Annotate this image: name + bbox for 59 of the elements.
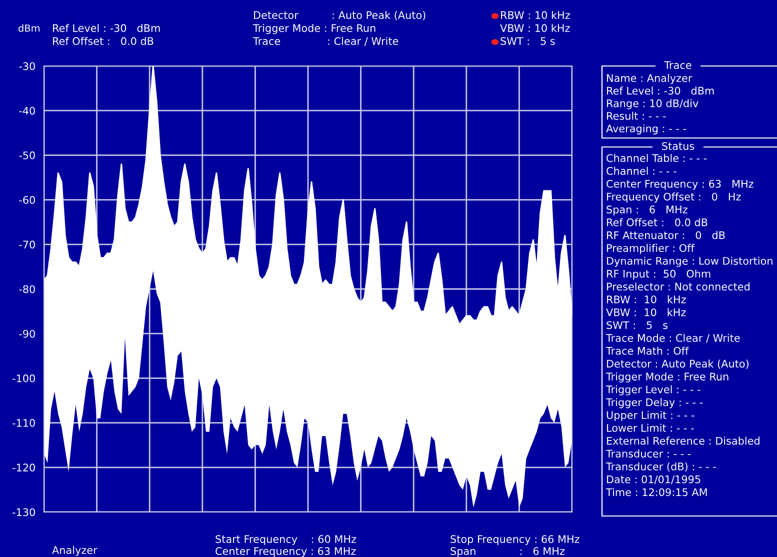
text: Trace (664, 61, 692, 70)
text: Status (662, 142, 694, 150)
text: Upper Limit : - - - (606, 410, 694, 422)
y-axis-title: dBm (18, 24, 40, 32)
text: Result : - - - (607, 112, 666, 120)
text: Ref Offset : 0.0 dB (53, 36, 154, 46)
text: VBW : 10 kHz (606, 308, 686, 316)
text: RF Input : 50 Ohm (607, 270, 710, 280)
text: Dynamic Range : Low Distortion (607, 256, 772, 267)
text: Preamplifier : Off (607, 244, 695, 254)
text: Name : Analyzer (607, 74, 692, 84)
text: RBW : 10 kHz (501, 10, 570, 20)
text: Span : 6 MHz (606, 206, 688, 216)
text: Trace : Clear / Write (252, 36, 398, 46)
text: Trigger Mode : Free Run (606, 372, 728, 382)
text: Channel Table : - - - (606, 154, 707, 162)
y-tick-label: -70 (19, 240, 35, 249)
text: VBW : 10 kHz (500, 24, 570, 32)
text: Date : 01/01/1995 (607, 475, 700, 484)
text: Stop Frequency : 66 MHz (450, 535, 580, 546)
y-tick-label: -30 (19, 62, 35, 70)
text: Detector : Auto Peak (Auto) (254, 10, 426, 20)
text: Trigger Delay : - - - (606, 398, 703, 408)
text: Averaging : - - - (606, 124, 686, 134)
text: Center Frequency : 63 MHz (606, 180, 754, 190)
y-tick-label: -100 (12, 374, 35, 382)
text: Analyzer (52, 546, 98, 556)
text: Transducer : - - - (606, 450, 691, 458)
text: Start Frequency : 60 MHz (216, 535, 356, 546)
text: Ref Level : -30 dBm (607, 86, 714, 95)
text: Range : 10 dB/div (607, 99, 698, 110)
y-tick-label: -60 (19, 196, 35, 204)
text: Lower Limit : - - - (607, 424, 694, 432)
text: Channel : - - - (606, 166, 676, 175)
text: SWT : 5 s (500, 37, 555, 46)
text: Ref Level : -30 dBm (53, 24, 160, 32)
text: Center Frequency : 63 MHz (216, 547, 356, 557)
text: SWT : 5 s (606, 321, 668, 330)
text: Frequency Offset : 0 Hz (607, 192, 741, 203)
text: Detector : Auto Peak (Auto) (607, 360, 748, 369)
y-tick-label: -120 (12, 464, 35, 472)
text: Transducer (dB) : - - - (606, 462, 716, 472)
text: Preselector : Not connected (607, 282, 750, 291)
y-tick-label: -50 (19, 151, 35, 160)
text: RBW : 10 kHz (607, 295, 686, 304)
text: Ref Offset : 0.0 dB (607, 218, 708, 226)
text: External Reference : Disabled (607, 436, 760, 445)
y-tick-label: -90 (19, 330, 35, 338)
text: Trigger Level : - - - (606, 385, 700, 396)
text: RF Attenuator : 0 dB (607, 231, 725, 240)
text: Trace Mode : Clear / Write (606, 334, 740, 343)
text: Span : 6 MHz (450, 547, 564, 557)
y-tick-label: -40 (19, 106, 35, 115)
text: Trace Math : Off (606, 346, 689, 355)
text: Trigger Mode : Free Run (252, 24, 376, 34)
text: Time : 12:09:15 AM (606, 488, 707, 496)
y-tick-label: -80 (19, 285, 35, 294)
y-tick-label: -130 (12, 508, 35, 516)
y-tick-label: -110 (12, 419, 35, 427)
